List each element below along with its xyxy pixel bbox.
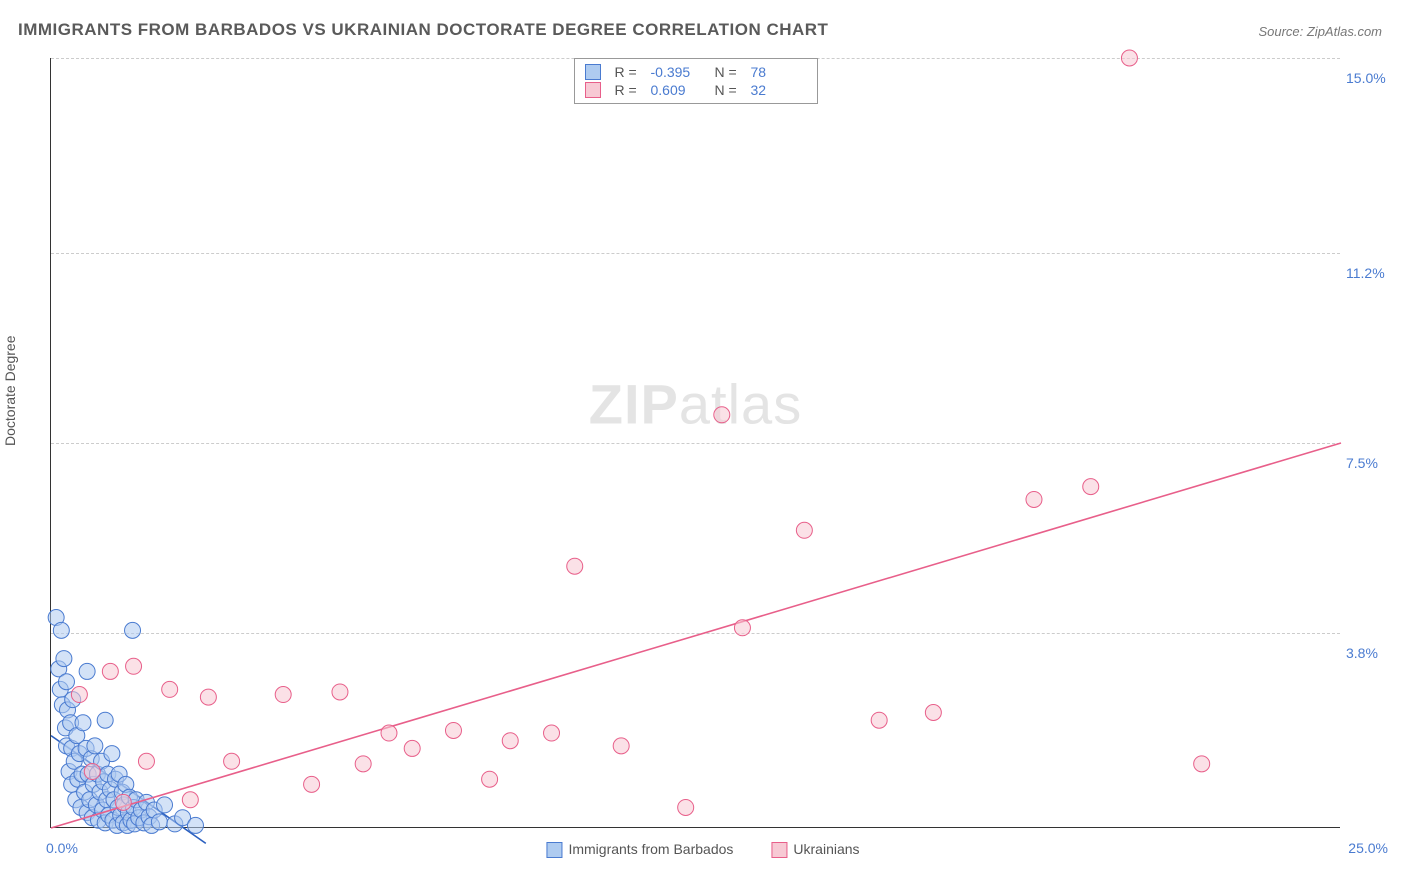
r-value-barbados: -0.395 — [651, 64, 707, 80]
legend-item-barbados: Immigrants from Barbados — [546, 841, 733, 858]
x-min-label: 0.0% — [46, 840, 78, 856]
point-barbados — [58, 674, 74, 690]
scatter-svg — [51, 58, 1340, 827]
point-barbados — [56, 651, 72, 667]
point-ukrainian — [871, 712, 887, 728]
point-ukrainian — [1026, 491, 1042, 507]
point-ukrainian — [445, 722, 461, 738]
legend-row-ukrainian: R = 0.609 N = 32 — [585, 81, 807, 99]
n-value-ukrainian: 32 — [751, 82, 807, 98]
point-ukrainian — [502, 733, 518, 749]
point-barbados — [53, 622, 69, 638]
point-barbados — [87, 738, 103, 754]
point-ukrainian — [84, 764, 100, 780]
legend-swatch-barbados — [546, 842, 562, 858]
legend-swatch-ukrainian — [771, 842, 787, 858]
legend-item-ukrainian: Ukrainians — [771, 841, 859, 858]
legend-label-ukrainian: Ukrainians — [793, 841, 859, 857]
point-ukrainian — [304, 776, 320, 792]
point-ukrainian — [613, 738, 629, 754]
point-ukrainian — [714, 407, 730, 423]
point-ukrainian — [102, 663, 118, 679]
point-ukrainian — [1194, 756, 1210, 772]
n-label: N = — [715, 82, 743, 98]
point-ukrainian — [275, 687, 291, 703]
source-attribution: Source: ZipAtlas.com — [1258, 24, 1382, 39]
point-barbados — [79, 663, 95, 679]
point-ukrainian — [224, 753, 240, 769]
point-ukrainian — [182, 792, 198, 808]
point-ukrainian — [1121, 50, 1137, 66]
point-ukrainian — [115, 794, 131, 810]
x-max-label: 25.0% — [1348, 840, 1388, 856]
point-ukrainian — [138, 753, 154, 769]
point-ukrainian — [404, 740, 420, 756]
point-barbados — [104, 746, 120, 762]
point-ukrainian — [200, 689, 216, 705]
point-ukrainian — [126, 658, 142, 674]
point-barbados — [75, 715, 91, 731]
r-value-ukrainian: 0.609 — [651, 82, 707, 98]
y-tick-label: 7.5% — [1346, 455, 1396, 471]
point-ukrainian — [734, 620, 750, 636]
r-label: R = — [615, 82, 643, 98]
point-ukrainian — [355, 756, 371, 772]
point-ukrainian — [332, 684, 348, 700]
point-ukrainian — [1083, 479, 1099, 495]
trendline-ukrainian — [51, 443, 1341, 828]
point-ukrainian — [678, 799, 694, 815]
point-ukrainian — [71, 687, 87, 703]
series-legend: Immigrants from Barbados Ukrainians — [546, 841, 859, 858]
legend-swatch-barbados — [585, 64, 601, 80]
legend-label-barbados: Immigrants from Barbados — [568, 841, 733, 857]
point-ukrainian — [162, 681, 178, 697]
point-barbados — [157, 797, 173, 813]
point-barbados — [187, 817, 203, 833]
n-label: N = — [715, 64, 743, 80]
legend-swatch-ukrainian — [585, 82, 601, 98]
legend-row-barbados: R = -0.395 N = 78 — [585, 63, 807, 81]
point-ukrainian — [482, 771, 498, 787]
point-barbados — [125, 622, 141, 638]
y-axis-title: Doctorate Degree — [2, 335, 18, 446]
plot-area: ZIPatlas 3.8%7.5%11.2%15.0% R =-0.395N =… — [50, 58, 1340, 828]
r-label: R = — [615, 64, 643, 80]
point-ukrainian — [544, 725, 560, 741]
point-ukrainian — [925, 705, 941, 721]
chart-title: IMMIGRANTS FROM BARBADOS VS UKRAINIAN DO… — [18, 20, 828, 40]
point-ukrainian — [567, 558, 583, 574]
correlation-legend: R = -0.395 N = 78 R = 0.609 N = 32 — [574, 58, 818, 104]
point-ukrainian — [381, 725, 397, 741]
y-tick-label: 3.8% — [1346, 645, 1396, 661]
point-barbados — [151, 814, 167, 830]
point-barbados — [97, 712, 113, 728]
n-value-barbados: 78 — [751, 64, 807, 80]
y-tick-label: 15.0% — [1346, 70, 1396, 86]
y-tick-label: 11.2% — [1346, 265, 1396, 281]
point-ukrainian — [796, 522, 812, 538]
